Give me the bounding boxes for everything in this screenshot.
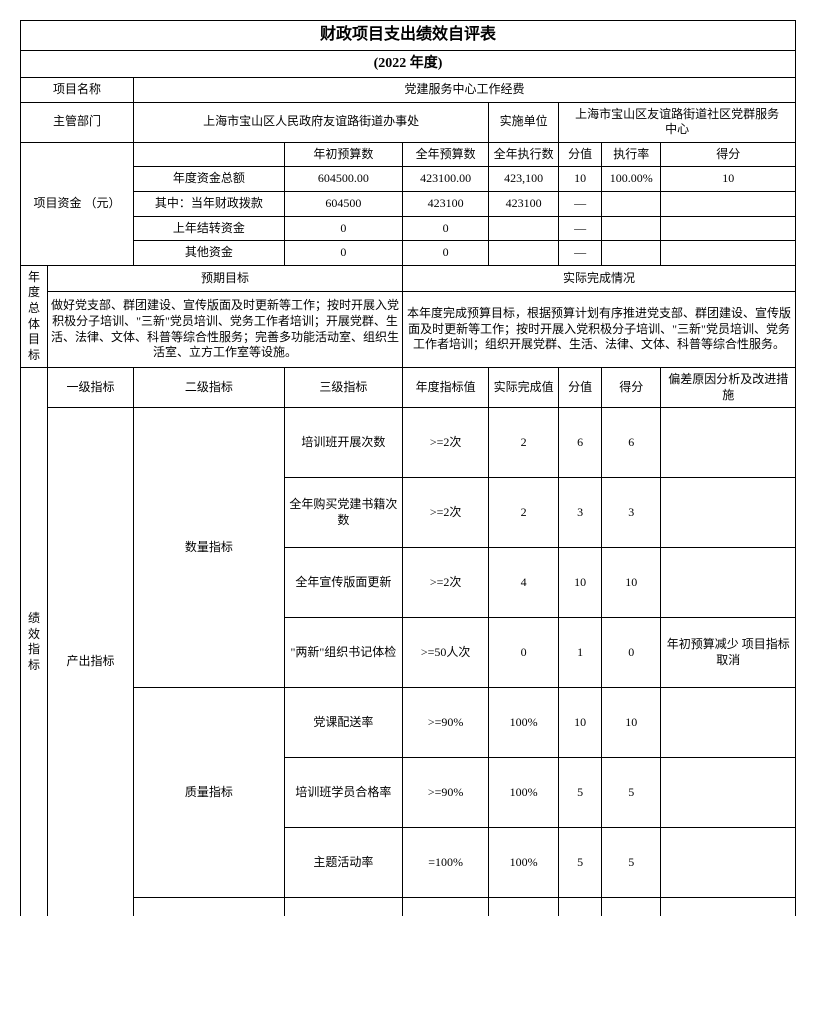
- label-score: 分值: [559, 142, 602, 167]
- label-level2: 二级指标: [134, 368, 285, 408]
- label-level1: 一级指标: [47, 368, 133, 408]
- fund-row-carry: 上年结转资金 0 0 —: [21, 216, 796, 241]
- indicator-row: 质量指标 党课配送率 >=90% 100% 10 10: [21, 688, 796, 758]
- l1-output: 产出指标: [47, 408, 133, 916]
- label-target-val: 年度指标值: [403, 368, 489, 408]
- label-exec-rate: 执行率: [602, 142, 661, 167]
- project-name-value: 党建服务中心工作经费: [134, 77, 796, 102]
- title: 财政项目支出绩效自评表: [21, 21, 796, 51]
- fund-row-total: 年度资金总额 604500.00 423100.00 423,100 10 10…: [21, 167, 796, 192]
- label-level3: 三级指标: [284, 368, 402, 408]
- label-deviation: 偏差原因分析及改进措施: [661, 368, 796, 408]
- evaluation-table: 财政项目支出绩效自评表 (2022 年度) 项目名称 党建服务中心工作经费 主管…: [20, 20, 796, 916]
- label-actual: 实际完成情况: [403, 265, 796, 291]
- fund-row-curr: 其中：当年财政拨款 604500 423100 423100 —: [21, 191, 796, 216]
- label-perf: 绩效指标: [21, 368, 48, 916]
- fund-row-other: 其他资金 0 0 —: [21, 241, 796, 266]
- label-points2: 得分: [602, 368, 661, 408]
- label-project-name: 项目名称: [21, 77, 134, 102]
- label-fund: 项目资金 （元）: [21, 142, 134, 265]
- subtitle: (2022 年度): [21, 50, 796, 77]
- indicator-row: 产出指标 数量指标 培训班开展次数 >=2次 2 6 6: [21, 408, 796, 478]
- indicator-row: [21, 898, 796, 916]
- label-dept: 主管部门: [21, 102, 134, 142]
- expected-goal: 做好党支部、群团建设、宣传版面及时更新等工作；按时开展入党积极分子培训、"三新"…: [47, 292, 402, 368]
- l2-quality: 质量指标: [134, 688, 285, 898]
- label-init-budget: 年初预算数: [284, 142, 402, 167]
- label-impl-unit: 实施单位: [489, 102, 559, 142]
- label-expected: 预期目标: [47, 265, 402, 291]
- l2-qty: 数量指标: [134, 408, 285, 688]
- actual-goal: 本年度完成预算目标，根据预算计划有序推进党支部、群团建设、宣传版面及时更新等工作…: [403, 292, 796, 368]
- label-annual-goal: 年度总体目标: [21, 265, 48, 368]
- label-year-exec: 全年执行数: [489, 142, 559, 167]
- label-points: 得分: [661, 142, 796, 167]
- impl-unit-value: 上海市宝山区友谊路街道社区党群服务中心: [559, 102, 796, 142]
- label-score2: 分值: [559, 368, 602, 408]
- label-actual-val: 实际完成值: [489, 368, 559, 408]
- dept-value: 上海市宝山区人民政府友谊路街道办事处: [134, 102, 489, 142]
- label-year-budget: 全年预算数: [403, 142, 489, 167]
